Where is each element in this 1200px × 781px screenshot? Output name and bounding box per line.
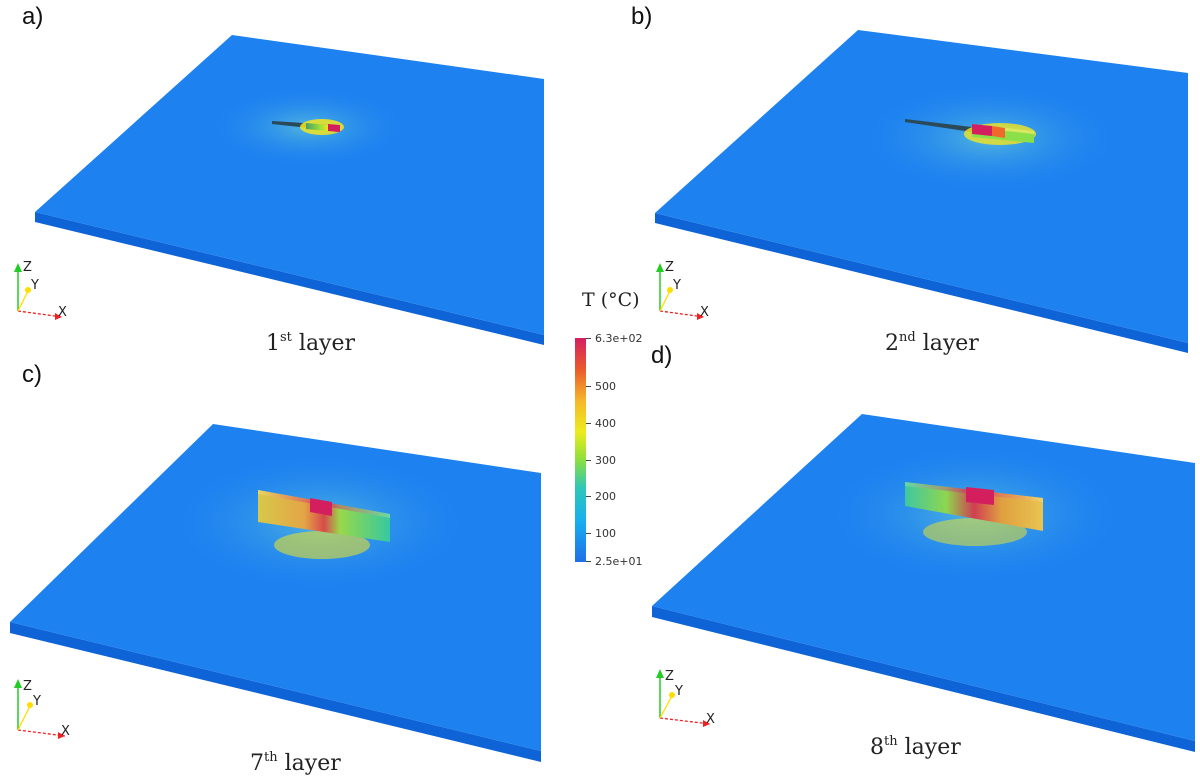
panel-d-label: d) xyxy=(651,342,673,369)
panel-d-plate xyxy=(652,414,1195,752)
colorbar-tick xyxy=(586,460,591,461)
axis-z-label: Z xyxy=(23,679,32,694)
colorbar-tick xyxy=(586,423,591,424)
panel-b-caption: 2nd layer xyxy=(885,330,979,356)
panel-c-plate xyxy=(10,424,541,762)
axis-x-label: X xyxy=(706,712,715,727)
panel-d-caption: 8th layer xyxy=(870,734,961,760)
axis-x-label: X xyxy=(700,305,709,320)
panel-b-label: b) xyxy=(631,3,653,30)
colorbar-tick xyxy=(586,338,591,339)
panel-d-axes-triad: Z Y X xyxy=(656,669,715,727)
axis-y-label: Y xyxy=(672,278,681,293)
panel-b-plate xyxy=(655,30,1188,353)
axis-z-label: Z xyxy=(23,260,32,275)
axis-y-label: Y xyxy=(674,684,683,699)
axis-x-label: X xyxy=(61,724,70,739)
axis-z-label: Z xyxy=(665,260,674,275)
panel-d-wall xyxy=(905,482,1043,546)
panel-c-axes-triad: Z Y X xyxy=(14,679,70,739)
panel-b-bead xyxy=(905,119,1036,145)
panel-a-label: a) xyxy=(22,3,44,30)
colorbar-tick xyxy=(586,533,591,534)
colorbar xyxy=(575,338,586,562)
axis-x-label: X xyxy=(58,305,67,320)
panel-a-caption: 1st layer xyxy=(266,330,356,356)
colorbar-tick-label: 400 xyxy=(595,417,616,430)
panel-c-caption: 7th layer xyxy=(250,750,341,776)
axis-z-label: Z xyxy=(665,669,674,684)
panel-a-axes-triad: Z Y X xyxy=(14,260,67,320)
colorbar-tick-label: 200 xyxy=(595,490,616,503)
panel-c-label: c) xyxy=(22,361,42,388)
colorbar-tick xyxy=(586,561,591,562)
axis-y-label: Y xyxy=(30,278,39,293)
colorbar-title: T (°C) xyxy=(582,289,640,311)
colorbar-min-label: 2.5e+01 xyxy=(595,555,643,568)
colorbar-tick-label: 500 xyxy=(595,380,616,393)
panel-a-bead xyxy=(272,119,344,135)
colorbar-tick-label: 100 xyxy=(595,527,616,540)
colorbar-tick xyxy=(586,386,591,387)
colorbar-max-label: 6.3e+02 xyxy=(595,332,643,345)
colorbar-tick xyxy=(586,496,591,497)
panel-a-plate xyxy=(35,35,544,345)
axis-y-label: Y xyxy=(32,694,41,709)
colorbar-tick-label: 300 xyxy=(595,454,616,467)
panel-c-wall xyxy=(258,490,390,559)
panel-b-axes-triad: Z Y X xyxy=(656,260,709,320)
